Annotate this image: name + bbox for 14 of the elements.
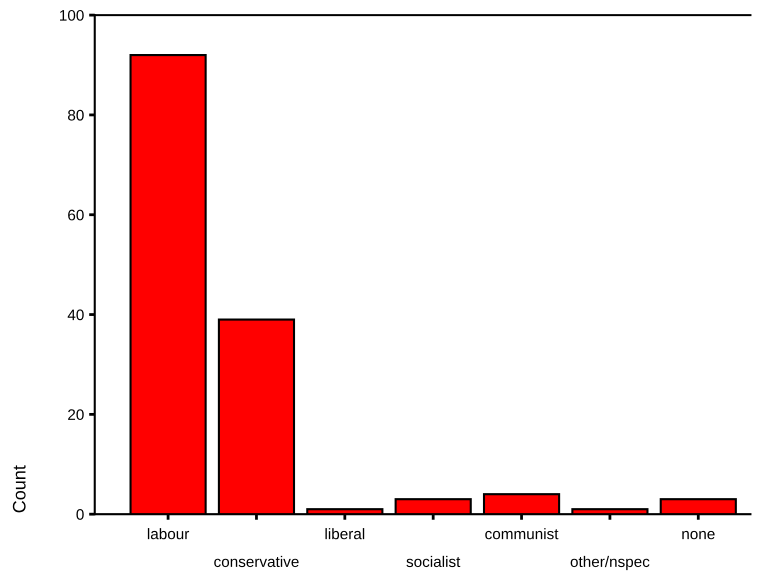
x-tick-label: liberal [325, 528, 364, 540]
x-tick-label: socialist [406, 556, 460, 568]
x-tick-label: none [682, 530, 715, 540]
y-axis-title: Count [12, 465, 26, 512]
y-tick-label: 60 [68, 210, 84, 220]
x-tick-label: labour [148, 528, 190, 540]
x-tick-label: conservative [214, 556, 299, 568]
y-tick-label: 40 [68, 309, 84, 320]
y-tick-label: 80 [68, 110, 84, 121]
x-tick-label: communist [485, 528, 558, 540]
x-tick-label: other/nspec [570, 556, 650, 570]
y-tick-label: 100 [60, 10, 84, 21]
y-tick-label: 20 [68, 409, 84, 420]
y-tick-label: 0 [76, 509, 84, 520]
